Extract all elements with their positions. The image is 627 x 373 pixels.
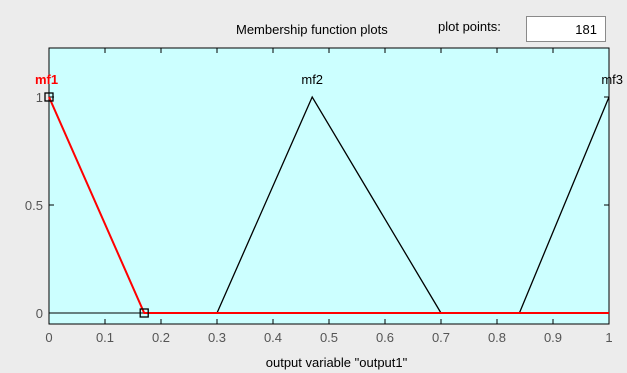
x-tick-label: 0 bbox=[45, 330, 52, 345]
mf-line-mf2 bbox=[216, 95, 442, 314]
x-tick-label: 0.9 bbox=[544, 330, 562, 345]
x-tick-label: 0.4 bbox=[264, 330, 282, 345]
plot-header-title: Membership function plots bbox=[236, 22, 388, 37]
mf-line-mf3 bbox=[518, 96, 610, 314]
y-tick-label: 0.5 bbox=[25, 198, 43, 213]
mf-label-mf2: mf2 bbox=[301, 72, 323, 87]
plot-points-label: plot points: bbox=[438, 19, 501, 34]
mf-vertex-handle bbox=[44, 92, 54, 102]
mf-label-mf1: mf1 bbox=[35, 72, 58, 87]
x-axis-label: output variable "output1" bbox=[265, 355, 408, 370]
x-tick-label: 0.3 bbox=[208, 330, 226, 345]
plot-points-input[interactable] bbox=[526, 16, 606, 42]
mf-line-mf1 bbox=[48, 96, 609, 314]
x-tick-label: 0.2 bbox=[152, 330, 170, 345]
x-tick-label: 0.5 bbox=[320, 330, 338, 345]
y-tick-label: 0 bbox=[36, 306, 43, 321]
x-tick-label: 0.6 bbox=[376, 330, 394, 345]
y-tick-label: 1 bbox=[36, 90, 43, 105]
x-tick-label: 1 bbox=[605, 330, 612, 345]
plot-area bbox=[48, 47, 610, 325]
mf-label-mf3: mf3 bbox=[601, 72, 623, 87]
x-tick-label: 0.8 bbox=[488, 330, 506, 345]
x-tick-label: 0.7 bbox=[432, 330, 450, 345]
x-tick-label: 0.1 bbox=[96, 330, 114, 345]
mf-vertex-handle bbox=[139, 308, 149, 318]
